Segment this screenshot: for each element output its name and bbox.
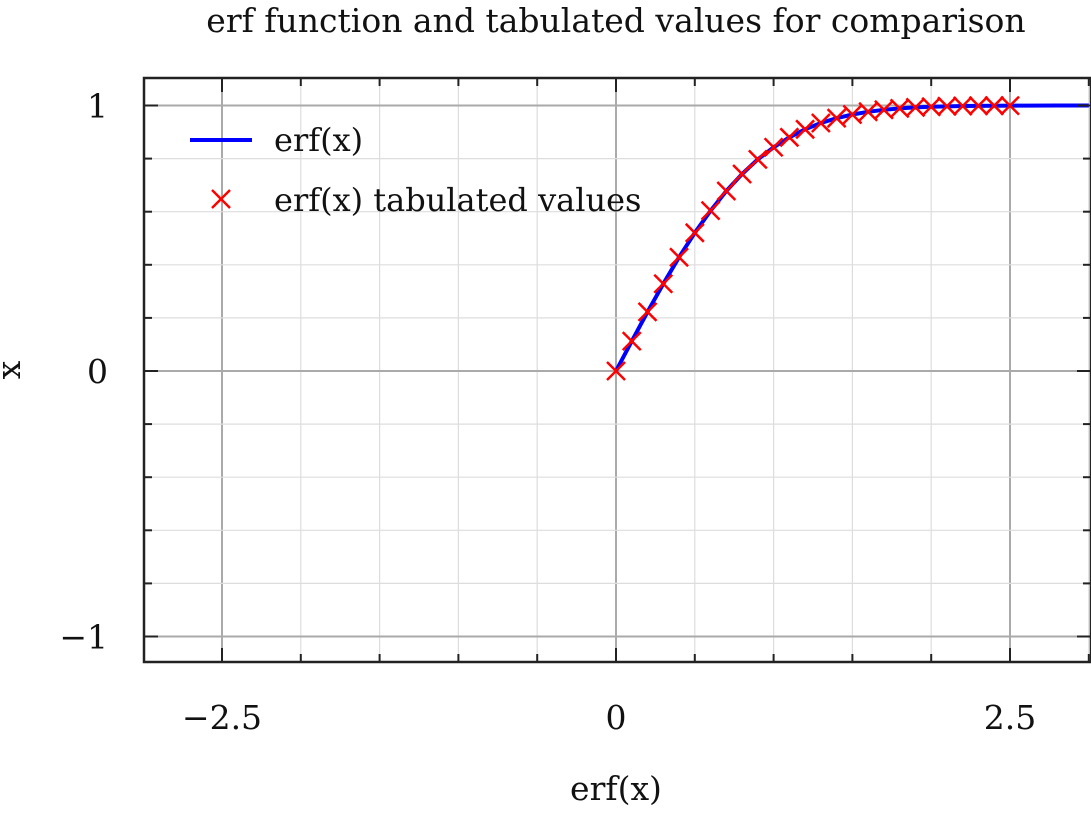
legend-label-markers: erf(x) tabulated values (274, 181, 641, 219)
data-point-marker (889, 98, 910, 119)
data-point-marker (810, 113, 831, 133)
y-axis-label: x (0, 360, 28, 379)
data-point-marker (700, 200, 721, 221)
x-tick-label: −2.5 (182, 698, 262, 737)
x-tick-label: 0 (606, 698, 627, 737)
legend: erf(x) erf(x) tabulated values (190, 121, 641, 219)
data-point-marker (606, 361, 626, 381)
chart-title: erf function and tabulated values for co… (206, 1, 1025, 40)
data-point-marker (921, 96, 942, 117)
data-point-marker (937, 96, 957, 117)
data-point-marker (795, 119, 816, 140)
legend-marker-swatch (211, 189, 231, 209)
data-point-marker (684, 222, 705, 243)
data-point-marker (874, 99, 894, 120)
y-tick-label: −1 (59, 618, 108, 657)
data-point-marker (763, 137, 784, 158)
data-point-marker (716, 181, 737, 201)
x-tick-label: 2.5 (984, 698, 1036, 737)
data-point-marker (968, 95, 989, 116)
y-tick-label: 1 (87, 87, 108, 126)
legend-label-line: erf(x) (274, 121, 363, 159)
data-point-marker (826, 108, 847, 129)
series-markers-tabulated (606, 95, 1020, 381)
data-point-marker (952, 96, 973, 116)
data-point-marker (637, 301, 658, 322)
tick-marks (144, 78, 1091, 662)
data-point-marker (905, 97, 926, 118)
series-layer (606, 95, 1089, 381)
data-point-marker (669, 247, 689, 268)
data-point-marker (621, 331, 642, 352)
data-point-marker (1000, 95, 1020, 116)
y-tick-label: 0 (87, 352, 108, 391)
data-point-marker (842, 104, 863, 125)
data-point-marker (732, 164, 752, 184)
data-point-marker (747, 149, 768, 170)
x-axis-label: erf(x) (570, 769, 662, 808)
data-point-marker (858, 101, 879, 122)
data-point-marker (779, 127, 800, 148)
data-point-marker (984, 95, 1005, 116)
data-point-marker (653, 273, 674, 294)
tick-labels: −2.5 0 2.5 1 0 −1 (59, 87, 1036, 738)
